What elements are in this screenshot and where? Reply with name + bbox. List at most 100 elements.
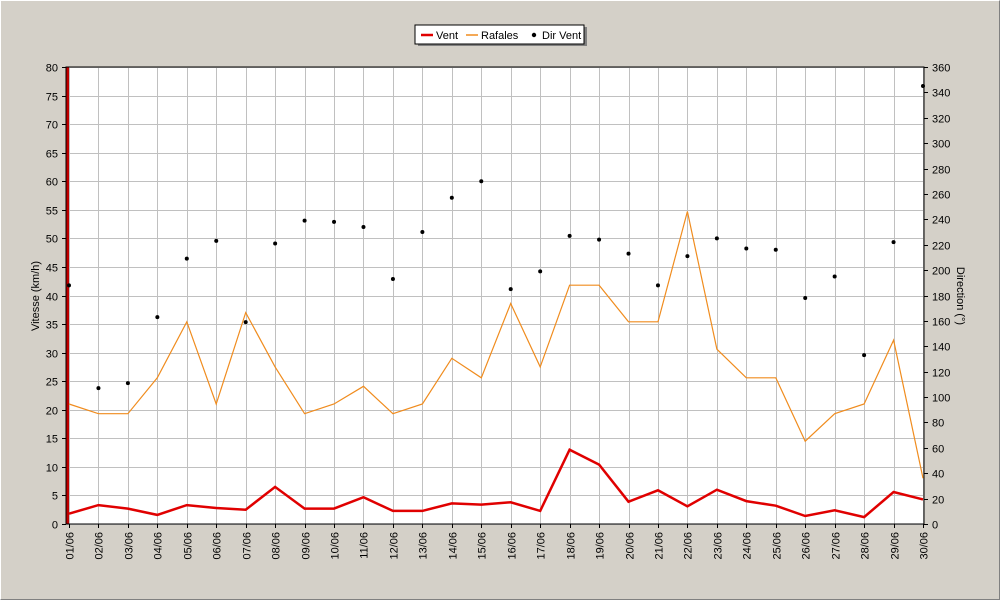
x-tick-label: 13/06: [418, 532, 430, 560]
series-line-vent: [68, 448, 924, 519]
point-dir-vent: [302, 218, 307, 223]
x-tick-label: 29/06: [890, 532, 902, 560]
point-dir-vent: [243, 320, 248, 325]
x-tick-label: 17/06: [536, 532, 548, 560]
point-dir-vent: [655, 283, 660, 288]
plot-area: [66, 67, 924, 524]
y2-tick-label: 40: [932, 469, 944, 481]
x-tick-label: 12/06: [389, 532, 401, 560]
point-dir-vent: [67, 283, 71, 288]
x-tick-label: 18/06: [566, 532, 578, 560]
x-tick-label: 24/06: [742, 532, 754, 560]
x-tick-label: 25/06: [772, 532, 784, 560]
y-axis-title: Vitesse (km/h): [30, 261, 42, 331]
point-dir-vent: [155, 315, 160, 320]
y2-tick-label: 20: [932, 495, 944, 507]
y2-tick-label: 160: [932, 317, 950, 329]
x-tick-label: 02/06: [94, 532, 106, 560]
point-dir-vent: [744, 246, 749, 251]
x-tick-label: 06/06: [212, 532, 224, 560]
point-dir-vent: [597, 237, 602, 242]
point-dir-vent: [891, 240, 896, 245]
point-dir-vent: [714, 236, 719, 241]
point-dir-vent: [773, 247, 778, 252]
plot-border: [65, 66, 925, 525]
point-dir-vent: [361, 224, 366, 229]
point-dir-vent: [184, 256, 189, 261]
y2-tick-label: 200: [932, 266, 950, 278]
x-tick-label: 07/06: [242, 532, 254, 560]
x-tick-label: 14/06: [448, 532, 460, 560]
x-tick-label: 16/06: [507, 532, 519, 560]
x-tick-label: 19/06: [595, 532, 607, 560]
y2-tick-label: 60: [932, 444, 944, 456]
y-tick-label: 60: [46, 177, 58, 189]
legend-label-rafales: Rafales: [481, 30, 519, 42]
legend: Vent Rafales Dir Vent: [414, 24, 587, 46]
point-dir-vent: [538, 269, 543, 274]
series-line-rafales: [68, 211, 924, 479]
axes: 0 5 10 15 20 25 30 35 40 45 50 55 60 65 70 75 80 0 20 40 60 8…: [46, 63, 951, 560]
point-dir-vent: [567, 233, 572, 238]
y2-axis-title: Direction (°): [954, 267, 966, 325]
x-tick-label: 28/06: [860, 532, 872, 560]
y2-tick-label: 240: [932, 215, 950, 227]
x-tick-label: 04/06: [153, 532, 165, 560]
x-tick-label: 22/06: [683, 532, 695, 560]
legend-label-dir-vent: Dir Vent: [542, 30, 581, 42]
point-dir-vent: [390, 276, 395, 281]
legend-swatch-dir-vent: [531, 32, 537, 38]
point-dir-vent: [508, 287, 513, 292]
series-layer: [67, 84, 925, 519]
x-tick-label: 27/06: [831, 532, 843, 560]
y-tick-label: 35: [46, 320, 58, 332]
y-tick-label: 20: [46, 406, 58, 418]
y-tick-label: 5: [52, 491, 58, 503]
y2-tick-label: 260: [932, 190, 950, 202]
y2-tick-label: 80: [932, 418, 944, 430]
x-tick-label: 20/06: [625, 532, 637, 560]
y2-tick-label: 120: [932, 368, 950, 380]
point-dir-vent: [685, 254, 690, 259]
point-dir-vent: [449, 195, 454, 200]
x-tick-label: 30/06: [919, 532, 931, 560]
point-dir-vent: [273, 241, 278, 246]
x-tick-label: 03/06: [124, 532, 136, 560]
y-tick-label: 0: [52, 520, 58, 532]
point-dir-vent: [125, 381, 130, 386]
x-tick-label: 09/06: [301, 532, 313, 560]
point-dir-vent: [626, 251, 631, 256]
point-dir-vent: [420, 230, 425, 235]
point-dir-vent: [832, 274, 837, 279]
y-tick-label: 10: [46, 463, 58, 475]
y-tick-label: 70: [46, 120, 58, 132]
y-tick-label: 40: [46, 292, 58, 304]
point-dir-vent: [214, 238, 219, 243]
legend-label-vent: Vent: [436, 30, 458, 42]
y2-tick-label: 100: [932, 393, 950, 405]
y-tick-label: 65: [46, 149, 58, 161]
y2-tick-label: 140: [932, 342, 950, 354]
x-tick-label: 08/06: [271, 532, 283, 560]
y2-tick-label: 220: [932, 241, 950, 253]
y2-tick-label: 180: [932, 292, 950, 304]
y2-tick-label: 280: [932, 165, 950, 177]
point-dir-vent: [332, 219, 337, 224]
x-tick-label: 10/06: [330, 532, 342, 560]
y2-tick-label: 320: [932, 114, 950, 126]
y2-tick-label: 340: [932, 88, 950, 100]
y-tick-label: 50: [46, 234, 58, 246]
point-dir-vent: [96, 386, 101, 391]
x-tick-label: 21/06: [654, 532, 666, 560]
y-tick-label: 55: [46, 206, 58, 218]
x-tick-label: 11/06: [359, 532, 371, 559]
point-dir-vent: [479, 179, 484, 184]
y2-tick-label: 300: [932, 139, 950, 151]
y2-tick-label: 0: [932, 520, 938, 532]
x-tick-label: 05/06: [183, 532, 195, 560]
y-tick-label: 80: [46, 63, 58, 75]
y-tick-label: 75: [46, 92, 58, 104]
y2-tick-label: 360: [932, 63, 950, 75]
y-tick-label: 15: [46, 434, 58, 446]
